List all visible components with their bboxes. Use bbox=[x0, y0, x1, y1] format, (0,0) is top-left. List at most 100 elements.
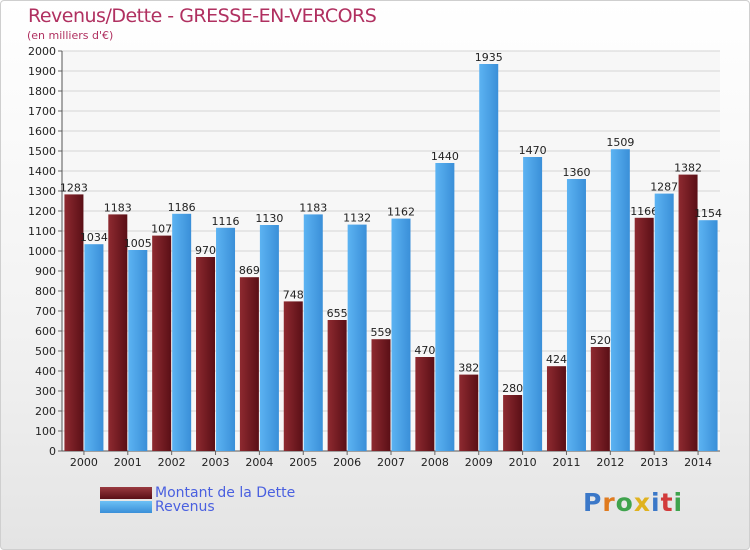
x-tick-label: 2002 bbox=[158, 456, 186, 469]
y-tick-label: 1200 bbox=[28, 205, 56, 218]
logo-letter: x bbox=[633, 488, 651, 517]
logo-letter: i bbox=[651, 488, 661, 517]
x-tick-label: 2005 bbox=[289, 456, 317, 469]
data-label-dette: 382 bbox=[458, 362, 479, 375]
x-tick-label: 2014 bbox=[684, 456, 712, 469]
bar-dette bbox=[152, 235, 172, 451]
chart-subtitle: (en milliers d'€) bbox=[27, 29, 114, 42]
x-tick-label: 2008 bbox=[421, 456, 449, 469]
legend-label-dette: Montant de la Dette bbox=[155, 485, 296, 501]
data-label-revenus: 1154 bbox=[694, 207, 722, 220]
bar-revenus bbox=[479, 64, 499, 451]
data-label-dette: 1283 bbox=[60, 181, 88, 194]
bar-dette bbox=[283, 301, 303, 451]
y-tick-label: 1700 bbox=[28, 105, 56, 118]
data-label-revenus: 1360 bbox=[562, 166, 590, 179]
logo-letter: t bbox=[660, 488, 674, 517]
x-tick-label: 2010 bbox=[509, 456, 537, 469]
y-tick-label: 600 bbox=[35, 325, 56, 338]
data-label-dette: 424 bbox=[546, 353, 567, 366]
bar-revenus bbox=[128, 250, 148, 451]
bar-revenus bbox=[523, 157, 543, 451]
bar-dette bbox=[64, 194, 84, 451]
y-tick-label: 1100 bbox=[28, 225, 56, 238]
y-tick-label: 900 bbox=[35, 265, 56, 278]
data-label-revenus: 1183 bbox=[299, 201, 327, 214]
y-tick-label: 700 bbox=[35, 305, 56, 318]
x-tick-label: 2004 bbox=[245, 456, 273, 469]
bar-revenus bbox=[347, 224, 367, 451]
y-tick-label: 0 bbox=[49, 445, 56, 458]
x-tick-label: 2000 bbox=[70, 456, 98, 469]
data-label-revenus: 1470 bbox=[519, 144, 547, 157]
y-tick-label: 1300 bbox=[28, 185, 56, 198]
y-tick-label: 1000 bbox=[28, 245, 56, 258]
x-tick-label: 2006 bbox=[333, 456, 361, 469]
bar-dette bbox=[371, 339, 391, 451]
bar-dette bbox=[634, 217, 654, 451]
chart-title: Revenus/Dette - GRESSE-EN-VERCORS bbox=[28, 5, 377, 27]
logo-letter: i bbox=[673, 488, 684, 517]
y-tick-label: 1500 bbox=[28, 145, 56, 158]
bar-dette bbox=[239, 277, 259, 451]
bar-revenus bbox=[84, 244, 104, 451]
data-label-dette: 520 bbox=[590, 334, 611, 347]
y-tick-label: 300 bbox=[35, 385, 56, 398]
data-label-revenus: 1005 bbox=[124, 237, 152, 250]
logo-letter: o bbox=[615, 488, 634, 517]
bar-revenus bbox=[654, 193, 674, 451]
y-tick-label: 800 bbox=[35, 285, 56, 298]
y-tick-label: 1600 bbox=[28, 125, 56, 138]
data-label-revenus: 1509 bbox=[606, 136, 634, 149]
data-label-dette: 1183 bbox=[104, 201, 132, 214]
bar-revenus bbox=[391, 218, 411, 451]
data-label-revenus: 1130 bbox=[255, 212, 283, 225]
data-label-dette: 1382 bbox=[674, 162, 702, 175]
data-label-dette: 280 bbox=[502, 382, 523, 395]
y-tick-label: 1400 bbox=[28, 165, 56, 178]
bar-revenus bbox=[566, 179, 586, 451]
bar-revenus bbox=[216, 227, 236, 451]
data-label-dette: 869 bbox=[239, 264, 260, 277]
data-label-dette: 970 bbox=[195, 244, 216, 257]
data-label-revenus: 1034 bbox=[80, 231, 108, 244]
data-label-revenus: 1116 bbox=[212, 215, 240, 228]
bar-dette bbox=[546, 366, 566, 451]
data-label-revenus: 1440 bbox=[431, 150, 459, 163]
x-tick-label: 2011 bbox=[552, 456, 580, 469]
x-tick-label: 2009 bbox=[465, 456, 493, 469]
logo-letter: r bbox=[602, 488, 616, 517]
y-tick-label: 1800 bbox=[28, 85, 56, 98]
legend-label-revenus: Revenus bbox=[155, 499, 215, 515]
bar-dette bbox=[678, 174, 698, 451]
y-tick-label: 500 bbox=[35, 345, 56, 358]
data-label-dette: 107 bbox=[151, 223, 172, 236]
logo-letter: P bbox=[583, 488, 603, 517]
data-label-revenus: 1186 bbox=[168, 201, 196, 214]
x-tick-label: 2012 bbox=[596, 456, 624, 469]
legend-swatch-revenus bbox=[100, 501, 152, 513]
y-tick-label: 2000 bbox=[28, 45, 56, 58]
y-tick-label: 400 bbox=[35, 365, 56, 378]
data-label-dette: 1166 bbox=[630, 205, 658, 218]
data-label-revenus: 1162 bbox=[387, 206, 415, 219]
bar-dette bbox=[196, 257, 216, 451]
data-label-revenus: 1935 bbox=[475, 51, 503, 64]
bar-dette bbox=[327, 320, 347, 451]
bar-revenus bbox=[610, 149, 630, 451]
x-tick-label: 2013 bbox=[640, 456, 668, 469]
bar-dette bbox=[459, 374, 479, 451]
data-label-dette: 470 bbox=[414, 344, 435, 357]
legend-swatch-dette bbox=[100, 487, 152, 499]
y-tick-label: 100 bbox=[35, 425, 56, 438]
bar-dette bbox=[108, 214, 128, 451]
bar-revenus bbox=[259, 225, 279, 451]
bar-revenus bbox=[172, 213, 192, 451]
data-label-dette: 559 bbox=[371, 326, 392, 339]
bar-dette bbox=[415, 357, 435, 451]
data-label-dette: 748 bbox=[283, 288, 304, 301]
bar-dette bbox=[590, 347, 610, 451]
bar-dette bbox=[503, 395, 523, 451]
x-tick-label: 2007 bbox=[377, 456, 405, 469]
